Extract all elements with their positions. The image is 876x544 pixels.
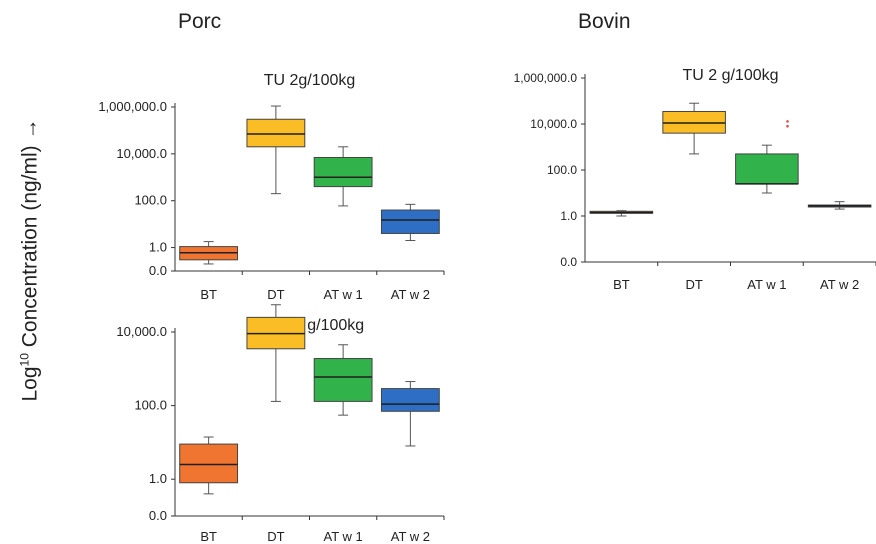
porc-2g-ytick-label: 0.0 bbox=[149, 263, 167, 278]
bovin-2g-ytick-label: 1.0 bbox=[560, 209, 577, 223]
bovin-2g-ytick-label: 100.0 bbox=[547, 163, 577, 177]
section-title-porc: Porc bbox=[178, 10, 222, 33]
porc-2g-ytick-label: 1,000,000.0 bbox=[98, 99, 167, 114]
porc-0-2g-xtick-label: BT bbox=[200, 529, 217, 544]
porc-2g-box-at-w-2 bbox=[380, 209, 440, 234]
porc-2g-ytick-label: 100.0 bbox=[134, 193, 167, 208]
porc-2g-ytick-label: 1.0 bbox=[149, 240, 167, 255]
porc-0-2g-ytick-label: 1.0 bbox=[149, 471, 167, 486]
bovin-2g-xtick-label: AT w 2 bbox=[820, 277, 859, 292]
porc-2g-xtick-label: AT w 1 bbox=[323, 287, 362, 302]
porc-2g-xtick-label: DT bbox=[267, 287, 284, 302]
porc-0-2g-ytick-label: 0.0 bbox=[149, 508, 167, 523]
porc-2g-xtick-label: AT w 2 bbox=[391, 287, 430, 302]
bovin-2g-box-at-w-1 bbox=[735, 153, 799, 185]
bovin-2g-title: TU 2 g/100kg bbox=[682, 67, 778, 84]
porc-2g-xtick-label: BT bbox=[200, 287, 217, 302]
porc-0-2g-xtick-label: AT w 2 bbox=[391, 529, 430, 544]
bovin-2g-xtick-label: AT w 1 bbox=[747, 277, 786, 292]
bovin-2g-xtick-label: BT bbox=[613, 277, 630, 292]
porc-2g-box-at-w-1 bbox=[313, 156, 373, 188]
porc-0-2g-ytick-label: 100.0 bbox=[134, 398, 167, 413]
bovin-2g-ytick-label: 10,000.0 bbox=[530, 117, 577, 131]
porc-0-2g-xtick-label: DT bbox=[267, 529, 284, 544]
bovin-2g-outlier bbox=[786, 124, 789, 128]
porc-0-2g-ytick-label: 10,000.0 bbox=[116, 324, 167, 339]
porc-0-2g-xtick-label: AT w 1 bbox=[323, 529, 362, 544]
bovin-2g-ytick-label: 0.0 bbox=[560, 255, 577, 269]
bovin-2g-outlier bbox=[786, 120, 789, 123]
porc-0-2g-box-at-w-2 bbox=[380, 388, 440, 412]
porc-0-2g-box-bt bbox=[179, 443, 239, 484]
section-title-bovin: Bovin bbox=[578, 10, 631, 33]
porc-2g-title: TU 2g/100kg bbox=[264, 72, 356, 89]
bovin-2g-ytick-label: 1,000,000.0 bbox=[514, 71, 578, 85]
porc-2g-ytick-label: 10,000.0 bbox=[116, 146, 167, 161]
porc-0-2g-box-at-w-1 bbox=[313, 358, 373, 402]
bovin-2g-xtick-label: DT bbox=[685, 277, 702, 292]
porc-2g-box-dt bbox=[246, 118, 306, 148]
